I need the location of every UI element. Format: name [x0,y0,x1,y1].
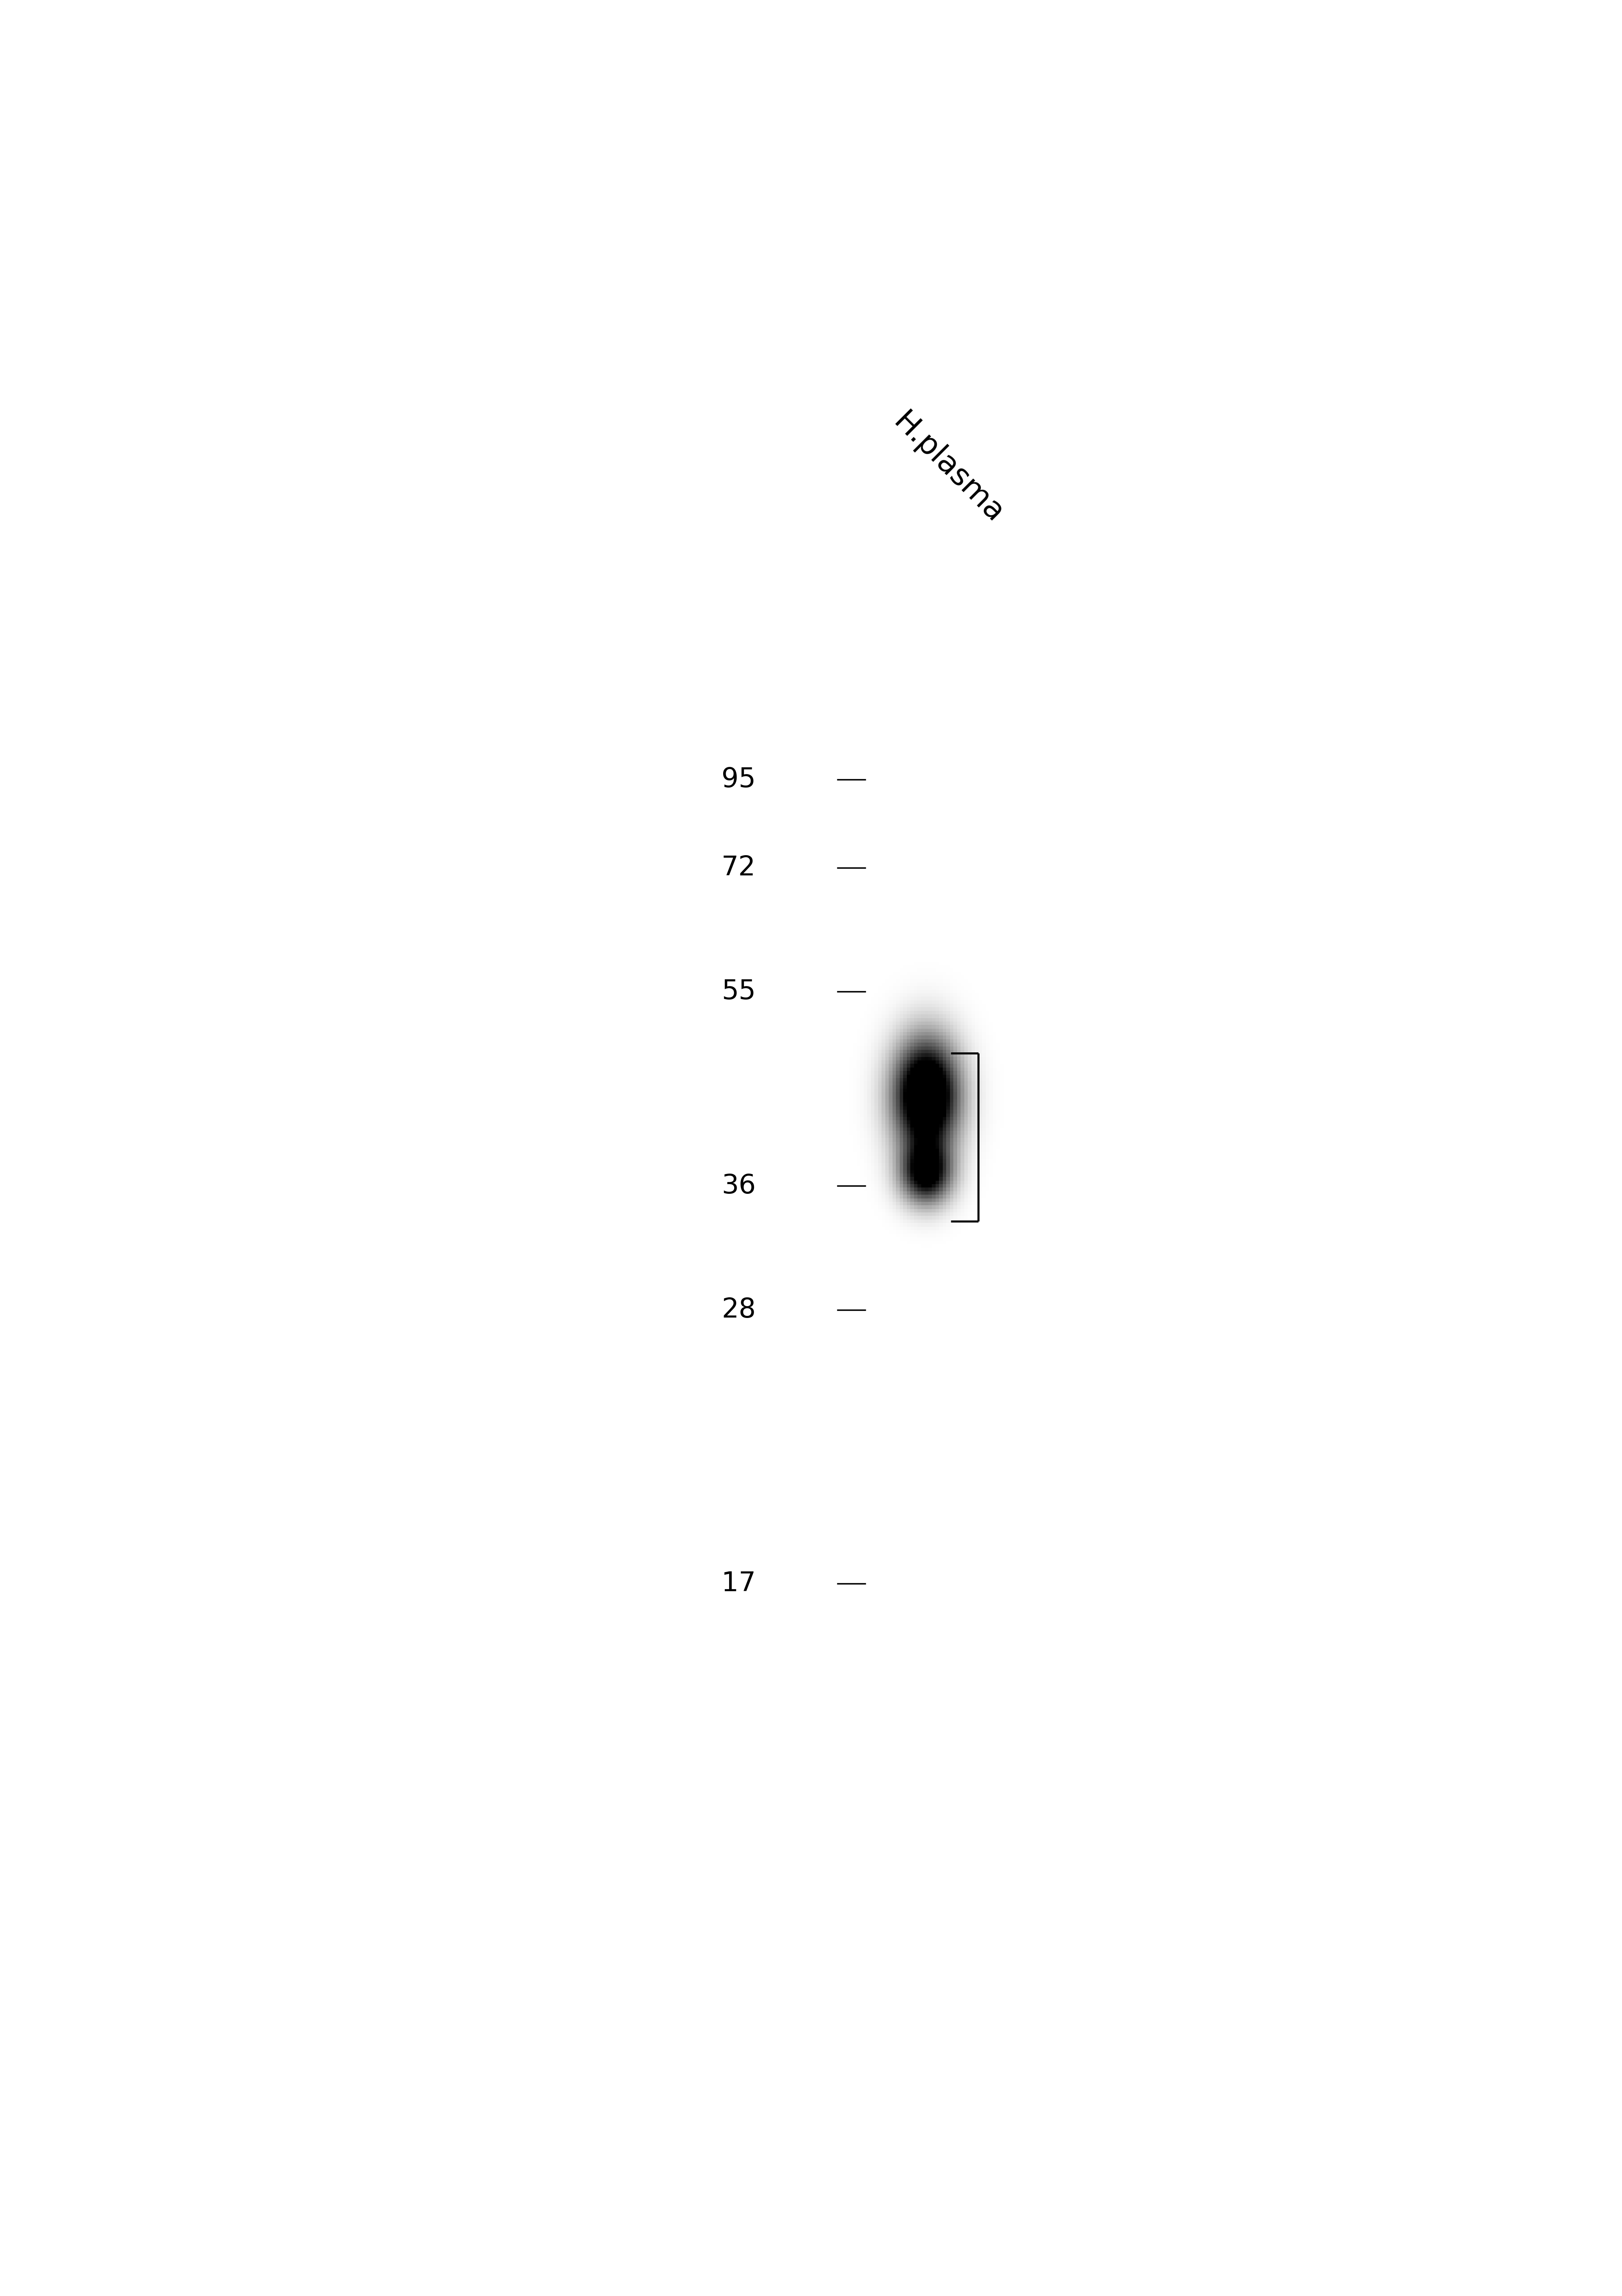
Text: 17: 17 [722,1570,756,1598]
Text: 28: 28 [722,1297,756,1322]
Text: 55: 55 [722,978,756,1006]
Bar [882,487,981,1832]
Text: 72: 72 [722,854,756,882]
Text: 36: 36 [722,1173,756,1199]
Text: 95: 95 [722,767,756,792]
Text: H.plasma: H.plasma [887,409,1009,530]
